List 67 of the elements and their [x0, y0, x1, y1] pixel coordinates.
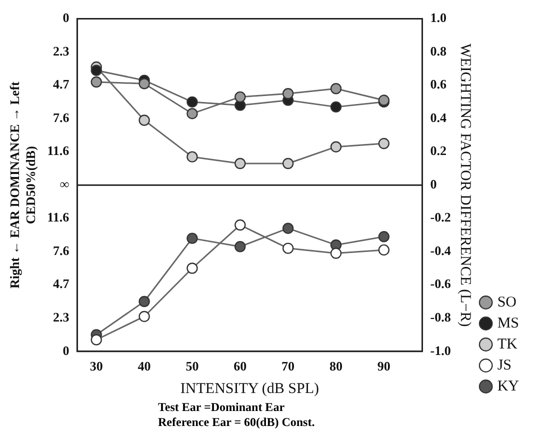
- legend-label: KY: [497, 378, 520, 394]
- y-tick-label: -0.2: [430, 210, 451, 225]
- x-tick-label: 90: [377, 358, 390, 374]
- text: CED50%(dB): [22, 146, 38, 224]
- text: 2.3: [52, 310, 70, 324]
- x-axis-title: INTENSITY (dB SPL): [180, 380, 320, 397]
- y-tick-label: 0.4: [430, 110, 447, 125]
- point: [138, 78, 150, 90]
- point: [234, 158, 246, 170]
- point: [138, 114, 150, 126]
- point: [186, 151, 198, 162]
- y-tick-label: 0.8: [430, 43, 447, 58]
- point: [330, 141, 342, 152]
- text: 11.6: [47, 143, 70, 158]
- text: ∞: [60, 176, 70, 192]
- legend-label: MS: [497, 315, 520, 332]
- point: [282, 88, 294, 100]
- x-tick-label: 30: [90, 358, 103, 374]
- text: Reference Ear = 60(dB) Const.: [158, 415, 316, 430]
- y-tick-label: 0.2: [430, 143, 446, 158]
- x-tick-label: 80: [329, 358, 342, 374]
- point: [234, 91, 246, 103]
- text: 11.6: [47, 210, 70, 225]
- legend-label: TK: [497, 336, 518, 352]
- legend-label: JS: [497, 357, 512, 374]
- point: [234, 241, 246, 252]
- text: Test Ear =Dominant Ear: [158, 400, 286, 415]
- point: [186, 262, 198, 274]
- point: [330, 83, 342, 94]
- point: [378, 244, 390, 256]
- y-axis-title: WEIGHTING FACTOR DIFFERENCE (L−R): [456, 43, 473, 327]
- x-tick-label: 50: [186, 358, 199, 374]
- point: [330, 101, 342, 113]
- point: [234, 219, 246, 231]
- y-tick-label: -0.4: [430, 242, 452, 258]
- point: [282, 158, 294, 170]
- text: 0: [62, 342, 70, 358]
- point: [138, 310, 150, 322]
- y-tick-label: -1.0: [430, 342, 451, 358]
- y-tick-label: -0.6: [430, 276, 452, 292]
- text: 2.3: [52, 43, 70, 58]
- y-tick-label: 0: [430, 176, 437, 192]
- point: [90, 76, 102, 88]
- point: [90, 334, 102, 346]
- point: [282, 242, 294, 254]
- point: [186, 108, 198, 120]
- point: [186, 232, 198, 244]
- point: [378, 231, 390, 242]
- x-tick-label: 40: [138, 358, 151, 374]
- point: [378, 138, 390, 150]
- x-tick-label: 60: [234, 358, 247, 374]
- point: [138, 296, 150, 308]
- text: 4.7: [52, 276, 70, 292]
- point: [282, 222, 294, 234]
- text: 7.6: [52, 110, 70, 125]
- text: 4.7: [52, 76, 70, 92]
- x-tick-label: 70: [282, 358, 295, 374]
- point: [186, 96, 198, 108]
- y-tick-label: 0.6: [430, 76, 447, 92]
- y-tick-label: -0.8: [430, 310, 452, 324]
- text: 0: [62, 10, 70, 26]
- y2-axis-title: Right ← EAR DOMINANCE → Left: [7, 80, 22, 289]
- text: 7.6: [52, 242, 70, 258]
- y-tick-label: 1.0: [430, 10, 446, 26]
- point: [90, 64, 102, 76]
- legend-label: SO: [497, 294, 517, 310]
- point: [330, 248, 342, 259]
